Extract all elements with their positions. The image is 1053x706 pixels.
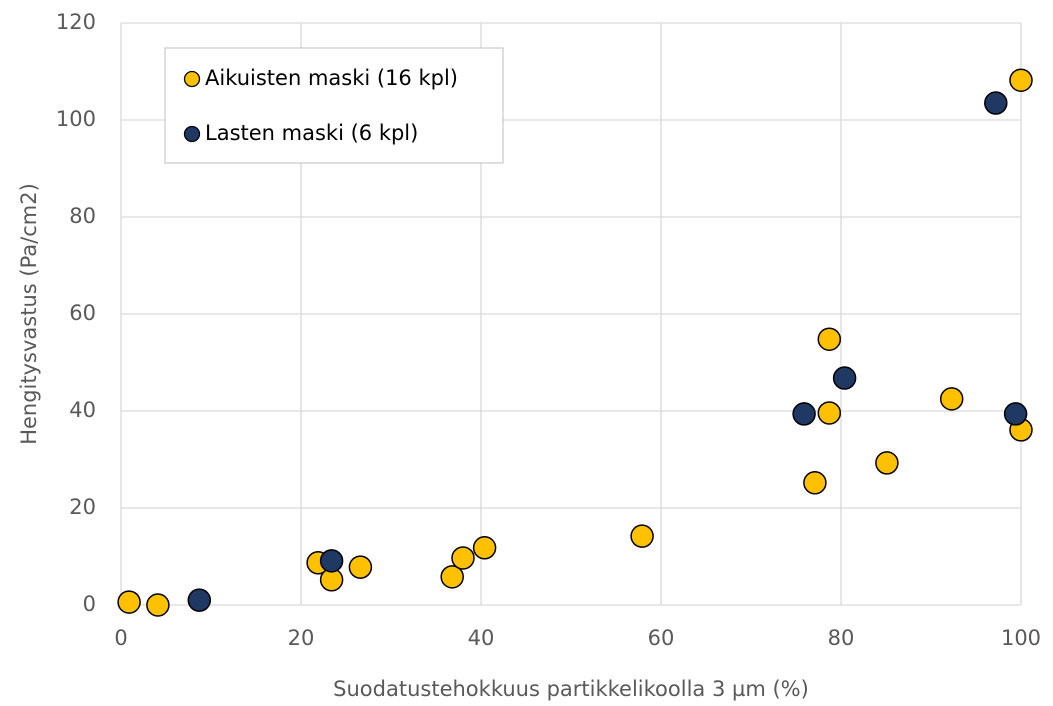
point [187, 588, 212, 612]
point [817, 401, 842, 425]
x-tick-label: 0 [114, 626, 127, 650]
legend-label: Lasten maski (6 kpl) [205, 121, 418, 145]
point [440, 565, 464, 589]
y-tick-label: 60 [69, 301, 96, 325]
x-tick-label: 100 [1001, 626, 1041, 650]
point [1003, 402, 1028, 426]
legend-marker [183, 70, 201, 88]
legend-label: Aikuisten maski (16 kpl) [205, 66, 458, 90]
point [875, 451, 899, 475]
x-tick-label: 20 [288, 626, 315, 650]
x-tick-label: 60 [648, 626, 675, 650]
point [451, 546, 475, 570]
point [1009, 68, 1033, 92]
x-tick-label: 80 [828, 626, 855, 650]
y-tick-label: 40 [69, 398, 96, 422]
point [817, 327, 842, 351]
x-tick-label: 40 [468, 626, 495, 650]
point [984, 91, 1008, 115]
point [832, 366, 857, 390]
y-tick-label: 100 [56, 107, 96, 131]
point [803, 471, 827, 495]
legend-box [164, 47, 504, 164]
point [472, 536, 497, 560]
y-tick-label: 80 [69, 204, 96, 228]
y-tick-label: 0 [83, 592, 96, 616]
y-tick-label: 20 [69, 495, 96, 519]
point [319, 549, 344, 573]
point [146, 593, 170, 617]
point [348, 555, 373, 579]
point [117, 590, 141, 614]
x-axis-title: Suodatustehokkuus partikkelikoolla 3 µm … [333, 677, 809, 701]
legend-marker [183, 125, 201, 143]
point [792, 402, 816, 426]
point [630, 524, 654, 548]
y-axis-title: Hengitysvastus (Pa/cm2) [17, 183, 41, 445]
point [939, 387, 964, 411]
y-tick-label: 120 [56, 10, 96, 34]
